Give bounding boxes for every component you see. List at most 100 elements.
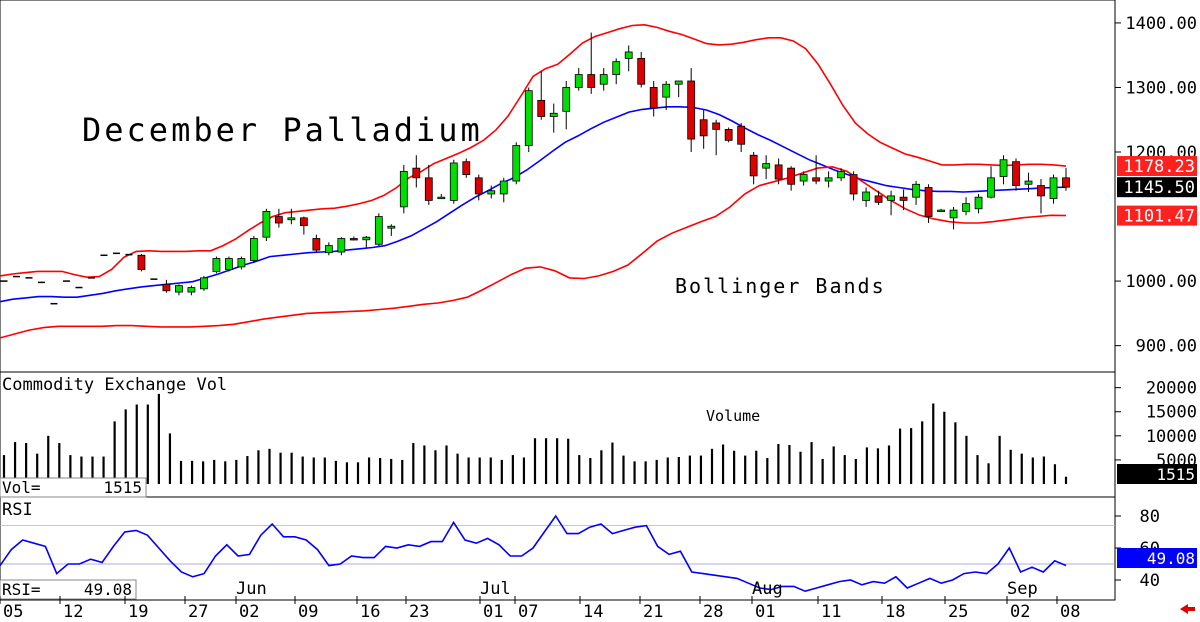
candle-body-down — [749, 154, 758, 177]
candlestick — [699, 110, 708, 149]
candlestick — [749, 152, 758, 185]
candle-body-up — [999, 159, 1008, 177]
candle-body-up — [762, 163, 771, 169]
volume-y-tick-label: 20000 — [1146, 379, 1197, 399]
candlestick — [162, 279, 171, 293]
candle-body-up — [674, 80, 683, 85]
rsi-y-tick-label: 40 — [1140, 571, 1160, 591]
upper-band-last-value-box — [1117, 156, 1197, 177]
candlestick — [175, 284, 183, 296]
candle-body-down — [924, 187, 933, 217]
candle-body-up — [487, 190, 496, 195]
candlestick — [1049, 174, 1058, 204]
rsi-panel-title: RSI — [2, 500, 33, 520]
candle-body-up — [837, 170, 846, 179]
price-candles — [0, 32, 1070, 305]
x-tick-label: 21 — [643, 602, 663, 622]
candlestick — [187, 285, 196, 296]
candlestick — [374, 213, 383, 247]
candle-body-up — [887, 195, 895, 201]
volume-last-value: 1515 — [1156, 465, 1195, 484]
scroll-arrow-icon[interactable] — [1180, 604, 1195, 614]
rsi-readout-value: 49.08 — [84, 580, 132, 599]
x-tick-label: 16 — [360, 602, 380, 622]
candlestick — [537, 71, 546, 120]
lower-band-last-value-box — [1117, 205, 1197, 226]
rsi-plot — [0, 514, 1115, 593]
candlestick — [599, 68, 608, 91]
candle-body-up — [399, 170, 408, 208]
price-y-tick-label: 900.00 — [1136, 337, 1197, 357]
candle-body-up — [599, 74, 608, 85]
candle-body-down — [687, 80, 696, 140]
candlestick — [349, 236, 358, 241]
candle-body-down — [787, 167, 796, 185]
candlestick — [262, 208, 271, 242]
candle-body-down — [299, 217, 308, 226]
candle-body-up — [862, 191, 870, 201]
candle-body-up — [262, 210, 271, 238]
price-bands — [0, 23, 1067, 339]
candlestick — [849, 171, 858, 201]
volume-y-tick-label: 15000 — [1146, 403, 1197, 423]
x-month-label: Aug — [752, 579, 783, 599]
candle-body-down — [1012, 161, 1020, 186]
candle-body-up — [212, 258, 221, 272]
candle-body-down — [712, 122, 721, 130]
candle-body-up — [337, 238, 346, 253]
candle-body-up — [499, 180, 508, 195]
volume-last-value-box — [1117, 464, 1197, 484]
candle-body-down — [849, 174, 858, 195]
candle-body-down — [1062, 177, 1070, 188]
candle-body-up — [249, 238, 258, 261]
candle-body-down — [774, 164, 783, 180]
candlestick — [424, 164, 433, 205]
close-last-value-box — [1117, 177, 1197, 198]
candle-body-down — [1037, 185, 1045, 197]
candlestick — [562, 81, 571, 130]
candlestick — [462, 158, 471, 178]
candle-body-down — [424, 177, 433, 201]
x-tick-label: 19 — [128, 602, 148, 622]
candle-body-down — [587, 74, 596, 88]
candlestick — [1012, 158, 1020, 191]
candlestick — [799, 171, 808, 186]
candlestick — [962, 197, 970, 216]
x-month-label: Jun — [236, 579, 267, 599]
candle-body-down — [649, 87, 658, 109]
candle-body-up — [374, 216, 383, 245]
candlestick — [549, 103, 558, 133]
candle-body-up — [962, 203, 970, 212]
candlestick — [274, 208, 283, 228]
candlestick — [724, 127, 733, 143]
price-y-tick-label: 1300.00 — [1125, 78, 1197, 98]
x-tick-label: 07 — [518, 602, 538, 622]
lower-bollinger-band-line — [0, 165, 1067, 339]
x-month-label: Sep — [1007, 579, 1038, 599]
rsi-line — [0, 514, 1067, 593]
candlestick — [299, 216, 308, 235]
x-tick-label: 23 — [409, 602, 429, 622]
candlestick — [874, 190, 883, 205]
candle-body-up — [200, 277, 208, 290]
candlestick — [387, 224, 396, 236]
candlestick — [1024, 172, 1033, 193]
candle-body-down — [637, 58, 646, 85]
candle-body-down — [724, 129, 733, 141]
candlestick — [637, 51, 646, 88]
x-tick-label: 01 — [483, 602, 503, 622]
x-axis: 05 12 19 27 02 09 16 23 01 07 14 21 28 01 11 18 25 02 08 Ju… — [0, 579, 1080, 622]
candlestick — [512, 142, 521, 185]
candlestick — [362, 235, 371, 248]
volume-panel-title: Commodity Exchange Vol — [2, 375, 227, 395]
candlestick — [774, 158, 783, 185]
x-tick-label: 12 — [63, 602, 83, 622]
candle-body-down — [462, 161, 471, 175]
candlestick — [499, 177, 508, 203]
x-tick-label: 27 — [188, 602, 208, 622]
candlestick — [474, 174, 483, 201]
candlestick — [437, 193, 446, 200]
candlestick — [1037, 179, 1045, 214]
